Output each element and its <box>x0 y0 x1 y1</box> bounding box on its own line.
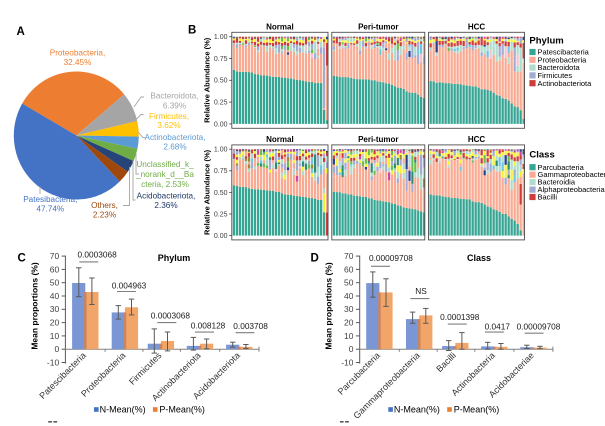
svg-text:Acidobacteriota,: Acidobacteriota, <box>137 191 196 200</box>
svg-text:Mean proportions (%): Mean proportions (%) <box>29 262 39 350</box>
svg-text:Normal: Normal <box>266 23 294 32</box>
svg-text:0.25: 0.25 <box>214 211 228 218</box>
svg-text:60: 60 <box>50 264 60 274</box>
svg-text:Unclassified_k_: Unclassified_k_ <box>136 160 194 169</box>
svg-text:Normal: Normal <box>266 135 294 144</box>
svg-text:0.004963: 0.004963 <box>112 281 147 291</box>
svg-text:B: B <box>188 25 196 37</box>
svg-text:A: A <box>17 26 25 38</box>
svg-text:0.00: 0.00 <box>214 121 228 128</box>
svg-text:N-Mean(%): N-Mean(%) <box>100 405 146 415</box>
svg-text:70: 70 <box>344 251 354 261</box>
svg-text:Phylum: Phylum <box>529 36 563 47</box>
svg-text:50: 50 <box>50 278 60 288</box>
svg-text:0.25: 0.25 <box>214 100 228 107</box>
svg-text:0.50: 0.50 <box>214 190 228 197</box>
svg-text:Parcubacteria: Parcubacteria <box>538 163 585 172</box>
svg-text:-10: -10 <box>47 357 60 367</box>
svg-text:HCC: HCC <box>468 23 486 32</box>
svg-text:0: 0 <box>349 344 354 354</box>
svg-text:0.008128: 0.008128 <box>191 320 226 330</box>
svg-text:40: 40 <box>344 291 354 301</box>
svg-text:0.0003068: 0.0003068 <box>77 250 117 260</box>
svg-text:Others,: Others, <box>91 201 118 210</box>
svg-text:0.75: 0.75 <box>214 56 228 63</box>
svg-text:10: 10 <box>344 331 354 341</box>
svg-text:C: C <box>18 252 26 264</box>
svg-text:30: 30 <box>344 304 354 314</box>
svg-text:Alphaproteobacteria: Alphaproteobacteria <box>538 185 605 194</box>
svg-text:1.00: 1.00 <box>214 34 228 41</box>
svg-text:Bacteroidia: Bacteroidia <box>538 178 576 187</box>
svg-text:50: 50 <box>344 278 354 288</box>
svg-text:47.74%: 47.74% <box>36 205 64 214</box>
svg-text:Firmicutes,: Firmicutes, <box>149 112 189 121</box>
svg-text:20: 20 <box>50 318 60 328</box>
svg-text:2.23%: 2.23% <box>93 210 116 219</box>
svg-text:40: 40 <box>50 291 60 301</box>
svg-text:Patesibacteria,: Patesibacteria, <box>23 195 77 204</box>
svg-text:0.0001398: 0.0001398 <box>440 312 480 322</box>
svg-text:2.36%: 2.36% <box>154 201 177 210</box>
svg-text:Proteobacteria: Proteobacteria <box>538 55 588 64</box>
svg-text:30: 30 <box>50 304 60 314</box>
svg-text:Peri-tumor: Peri-tumor <box>358 135 398 144</box>
svg-text:HCC: HCC <box>468 135 486 144</box>
svg-text:_norank_d__Ba: _norank_d__Ba <box>135 170 194 179</box>
svg-text:70: 70 <box>50 251 60 261</box>
svg-text:32.45%: 32.45% <box>64 58 92 67</box>
svg-text:0.00009708: 0.00009708 <box>517 322 561 332</box>
svg-text:Peri-tumor: Peri-tumor <box>358 23 398 32</box>
svg-text:0.003708: 0.003708 <box>233 321 268 331</box>
svg-text:Bacteroidota,: Bacteroidota, <box>150 92 198 101</box>
svg-text:Bacteroidota: Bacteroidota <box>538 63 581 72</box>
svg-text:P-Mean(%): P-Mean(%) <box>159 405 205 415</box>
svg-text:0.0417: 0.0417 <box>485 321 511 331</box>
svg-text:Actinobacteriota: Actinobacteriota <box>538 79 593 88</box>
svg-text:P-Mean(%): P-Mean(%) <box>454 405 500 415</box>
svg-text:60: 60 <box>344 264 354 274</box>
svg-text:cteria, 2.53%: cteria, 2.53% <box>141 180 189 189</box>
svg-text:0.75: 0.75 <box>214 168 228 175</box>
svg-text:0.0003068: 0.0003068 <box>151 311 191 321</box>
svg-text:Bacilli: Bacilli <box>538 193 558 202</box>
svg-text:0.50: 0.50 <box>214 78 228 85</box>
svg-text:N-Mean(%): N-Mean(%) <box>394 405 440 415</box>
svg-text:10: 10 <box>50 331 60 341</box>
svg-text:0: 0 <box>54 344 59 354</box>
svg-text:Relative Abundance (%): Relative Abundance (%) <box>203 149 212 235</box>
svg-text:Mean proportions (%): Mean proportions (%) <box>324 262 334 350</box>
svg-text:Phylum: Phylum <box>158 253 191 263</box>
svg-text:Class: Class <box>467 253 491 263</box>
svg-text:Gammaproteobacteria: Gammaproteobacteria <box>538 170 605 179</box>
svg-text:1.00: 1.00 <box>214 147 228 154</box>
svg-text:-10: -10 <box>341 357 354 367</box>
svg-text:Relative Abundance (%): Relative Abundance (%) <box>203 37 212 123</box>
svg-text:NS: NS <box>415 286 427 296</box>
svg-text:Class: Class <box>529 150 554 161</box>
svg-text:0.00: 0.00 <box>214 233 228 240</box>
svg-text:Proteobacteria,: Proteobacteria, <box>50 48 106 57</box>
svg-text:3.62%: 3.62% <box>157 121 180 130</box>
svg-text:Actinobacteriota,: Actinobacteriota, <box>145 133 206 142</box>
svg-text:6.39%: 6.39% <box>163 101 186 110</box>
svg-text:D: D <box>311 252 319 264</box>
svg-text:20: 20 <box>344 318 354 328</box>
svg-text:0.00009708: 0.00009708 <box>369 253 413 263</box>
svg-text:Firmicutes: Firmicutes <box>538 71 573 80</box>
svg-text:Patescibacteria: Patescibacteria <box>538 48 590 57</box>
svg-text:2.68%: 2.68% <box>163 143 186 152</box>
